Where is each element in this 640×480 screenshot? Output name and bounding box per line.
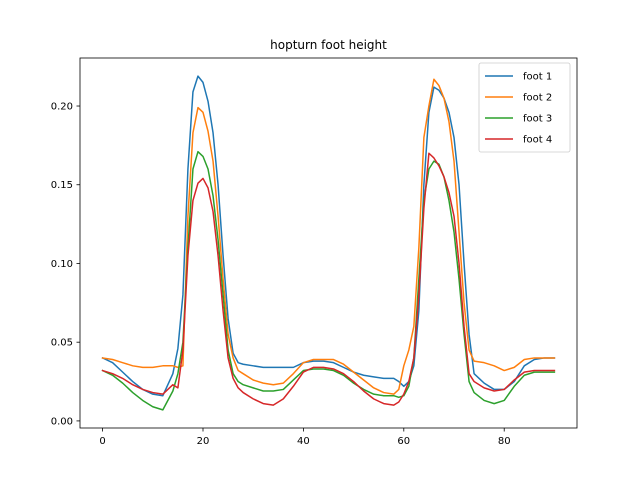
series-line-1 <box>101 75 556 397</box>
legend-label-1: foot 1 <box>523 72 552 83</box>
y-tick-label: 0.00 <box>51 416 73 427</box>
legend-label-2: foot 2 <box>523 93 552 104</box>
legend: foot 1 foot 2 foot 3 foot 4 <box>478 62 571 153</box>
series-line-4 <box>101 152 556 406</box>
x-tick-label: 20 <box>197 436 210 447</box>
y-tick-label: 0.05 <box>51 338 73 349</box>
x-tick-label: 80 <box>498 436 511 447</box>
x-tick-label: 40 <box>297 436 310 447</box>
x-tick-label: 0 <box>99 436 105 447</box>
legend-label-4: foot 4 <box>523 135 552 146</box>
x-tick-label: 60 <box>397 436 410 447</box>
series-line-2 <box>101 78 556 395</box>
plot-frame <box>79 57 578 429</box>
y-tick-label: 0.20 <box>51 102 73 113</box>
axes-layer: 0 20 40 60 80 0.00 0.05 0.10 0.15 0.20 <box>51 57 578 447</box>
legend-box <box>478 62 571 153</box>
y-tick-label: 0.15 <box>51 180 73 191</box>
chart-title: hopturn foot height <box>270 38 387 52</box>
y-tick-label: 0.10 <box>51 259 73 270</box>
series-layer <box>101 75 556 411</box>
series-line-3 <box>101 150 556 411</box>
legend-label-3: foot 3 <box>523 114 552 125</box>
